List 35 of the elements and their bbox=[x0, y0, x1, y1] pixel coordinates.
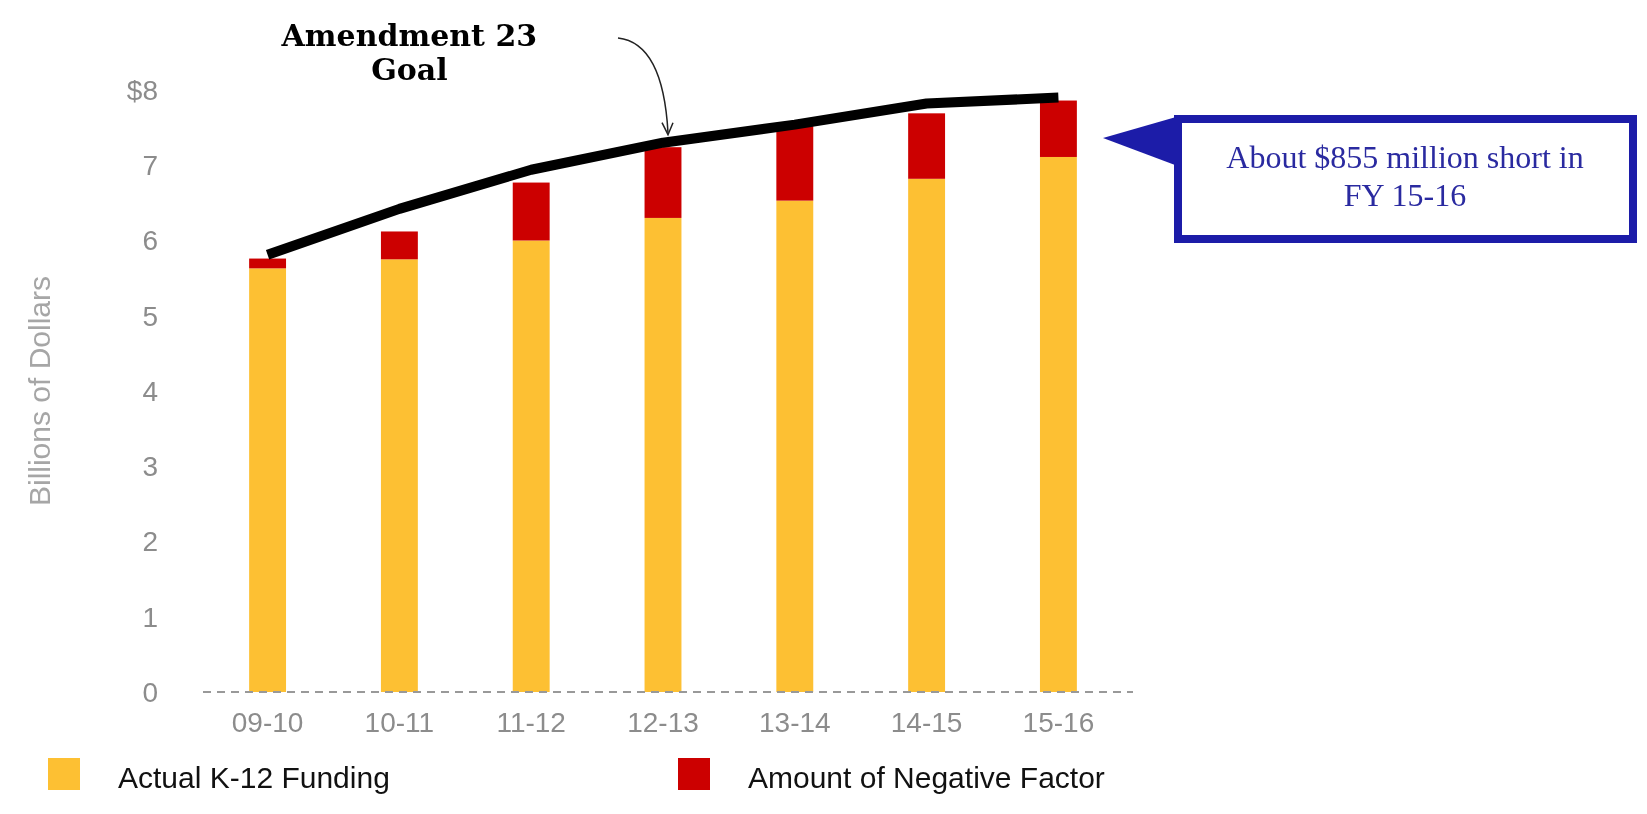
bar bbox=[644, 147, 682, 218]
bar bbox=[1039, 100, 1077, 157]
legend-label: Amount of Negative Factor bbox=[748, 761, 1105, 794]
bar bbox=[644, 217, 682, 692]
x-tick-label: 09-10 bbox=[231, 707, 304, 738]
bar bbox=[249, 258, 287, 269]
y-tick-label: 7 bbox=[142, 150, 158, 182]
x-tick-label: 14-15 bbox=[890, 707, 963, 738]
text: About $855 million short in FY 15-16 bbox=[1226, 139, 1584, 213]
x-tick-label: 15-16 bbox=[1022, 707, 1095, 738]
y-tick-label: 5 bbox=[142, 300, 158, 332]
bar bbox=[512, 240, 550, 692]
y-axis-title: Billions of Dollars bbox=[23, 275, 56, 507]
bar bbox=[249, 268, 287, 692]
y-tick-label: 2 bbox=[142, 526, 158, 558]
bar bbox=[776, 200, 814, 692]
y-tick-label: 1 bbox=[142, 601, 158, 633]
bar bbox=[776, 126, 814, 201]
bar bbox=[380, 259, 418, 692]
bar bbox=[908, 113, 946, 179]
x-tick-label: 11-12 bbox=[496, 707, 566, 738]
y-tick-label: 6 bbox=[142, 225, 158, 257]
y-tick-label: 3 bbox=[142, 451, 158, 483]
bar bbox=[380, 231, 418, 260]
bar bbox=[512, 182, 550, 241]
legend-label: Actual K-12 Funding bbox=[118, 761, 390, 794]
x-tick-label: 13-14 bbox=[758, 707, 831, 738]
x-tick-label: 10-11 bbox=[364, 707, 435, 738]
y-tick-label: 4 bbox=[142, 375, 158, 407]
bar bbox=[1039, 156, 1077, 692]
y-tick-label: 0 bbox=[142, 676, 158, 708]
text: Amendment 23 Goal bbox=[280, 18, 538, 87]
y-tick-label: $8 bbox=[126, 74, 158, 106]
bar bbox=[908, 178, 946, 692]
x-tick-label: 12-13 bbox=[627, 707, 699, 738]
